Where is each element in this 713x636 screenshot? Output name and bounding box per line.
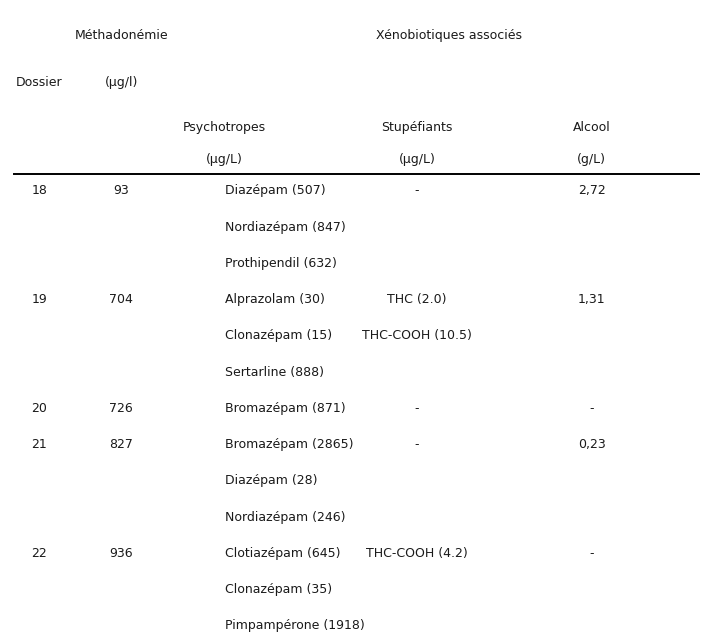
Text: 2,72: 2,72 [578,184,605,197]
Text: Psychotropes: Psychotropes [183,121,266,134]
Text: 21: 21 [31,438,47,451]
Text: Diazépam (28): Diazépam (28) [225,474,317,487]
Text: Clonazépam (35): Clonazépam (35) [225,583,332,596]
Text: (g/L): (g/L) [578,153,606,165]
Text: -: - [590,402,594,415]
Text: -: - [590,547,594,560]
Text: 19: 19 [31,293,47,306]
Text: -: - [415,402,419,415]
Text: (μg/L): (μg/L) [399,153,436,165]
Text: 22: 22 [31,547,47,560]
Text: 726: 726 [109,402,133,415]
Text: Bromazépam (871): Bromazépam (871) [225,402,345,415]
Text: THC-COOH (4.2): THC-COOH (4.2) [366,547,468,560]
Text: Prothipendil (632): Prothipendil (632) [225,257,337,270]
Text: 0,23: 0,23 [578,438,605,451]
Text: (μg/L): (μg/L) [206,153,243,165]
Text: Alcool: Alcool [573,121,610,134]
Text: -: - [415,438,419,451]
Text: THC-COOH (10.5): THC-COOH (10.5) [362,329,472,342]
Text: Pimpampérone (1918): Pimpampérone (1918) [225,619,364,632]
Text: Alprazolam (30): Alprazolam (30) [225,293,324,306]
Text: Méthadonémie: Méthadonémie [74,29,168,41]
Text: Nordiazépam (847): Nordiazépam (847) [225,221,345,233]
Text: Xénobiotiques associés: Xénobiotiques associés [376,29,522,41]
Text: Diazépam (507): Diazépam (507) [225,184,325,197]
Text: 18: 18 [31,184,47,197]
Text: 704: 704 [109,293,133,306]
Text: 827: 827 [109,438,133,451]
Text: Dossier: Dossier [16,76,63,89]
Text: 936: 936 [109,547,133,560]
Text: Clonazépam (15): Clonazépam (15) [225,329,332,342]
Text: 1,31: 1,31 [578,293,605,306]
Text: 20: 20 [31,402,47,415]
Text: (μg/l): (μg/l) [105,76,138,89]
Text: -: - [415,184,419,197]
Text: Stupéfiants: Stupéfiants [381,121,453,134]
Text: THC (2.0): THC (2.0) [387,293,447,306]
Text: 93: 93 [113,184,129,197]
Text: Nordiazépam (246): Nordiazépam (246) [225,511,345,523]
Text: Sertarline (888): Sertarline (888) [225,366,324,378]
Text: Clotiazépam (645): Clotiazépam (645) [225,547,340,560]
Text: Bromazépam (2865): Bromazépam (2865) [225,438,353,451]
